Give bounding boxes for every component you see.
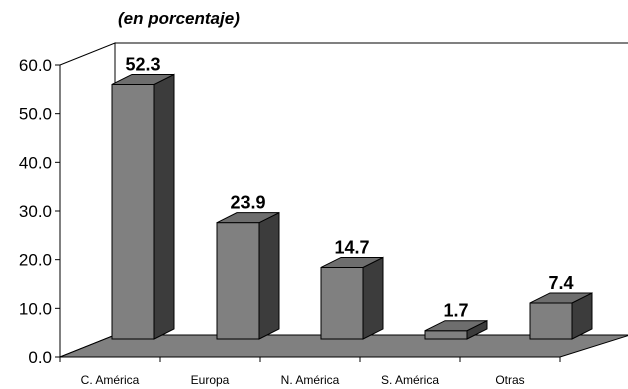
data-label: 23.9 [230,193,265,213]
y-tick-label: 10.0 [19,299,52,318]
y-tick-label: 60.0 [19,56,52,75]
data-label: 1.7 [443,301,468,321]
bar-top [216,212,280,224]
bar-front [216,222,260,340]
chart-labels: 52.3 23.9 14.7 1.7 7.4 [125,54,573,320]
bar-front [320,266,364,340]
bar-side [153,73,175,340]
data-label: 14.7 [334,237,369,257]
chart-floor-plane [59,334,628,358]
y-tick-label: 40.0 [19,153,52,172]
y-tick-label: 50.0 [19,105,52,124]
bar-front [111,83,155,340]
bar-side [362,256,384,340]
y-tick-label: 30.0 [19,202,52,221]
bar-top [111,73,175,85]
x-tick-label: C. América [81,373,140,387]
bar [111,73,175,340]
bar-front [529,302,573,340]
bar [424,319,488,340]
x-tick-label: Europa [191,373,230,387]
chart-axes: 0.0 10.0 20.0 30.0 40.0 50.0 60.0 C. América Eur… [19,56,561,387]
data-label: 7.4 [548,273,573,293]
bar-top [320,256,384,268]
y-tick-label: 0.0 [28,348,52,367]
x-tick-label: S. América [381,373,439,387]
data-label: 52.3 [125,54,160,74]
bar-top [424,320,488,332]
x-tick-label: Otras [495,373,524,387]
y-tick-label: 20.0 [19,251,52,270]
bar-side [258,211,280,340]
bar [216,211,280,340]
chart-subtitle: (en porcentaje) [118,9,240,28]
bar-top [529,292,593,304]
bar-front [424,330,468,340]
bar [529,292,593,340]
chart-floor [59,334,628,358]
chart-bars [111,73,593,340]
bar [320,256,384,340]
side-wall [59,42,116,358]
x-tick-label: N. América [281,373,340,387]
